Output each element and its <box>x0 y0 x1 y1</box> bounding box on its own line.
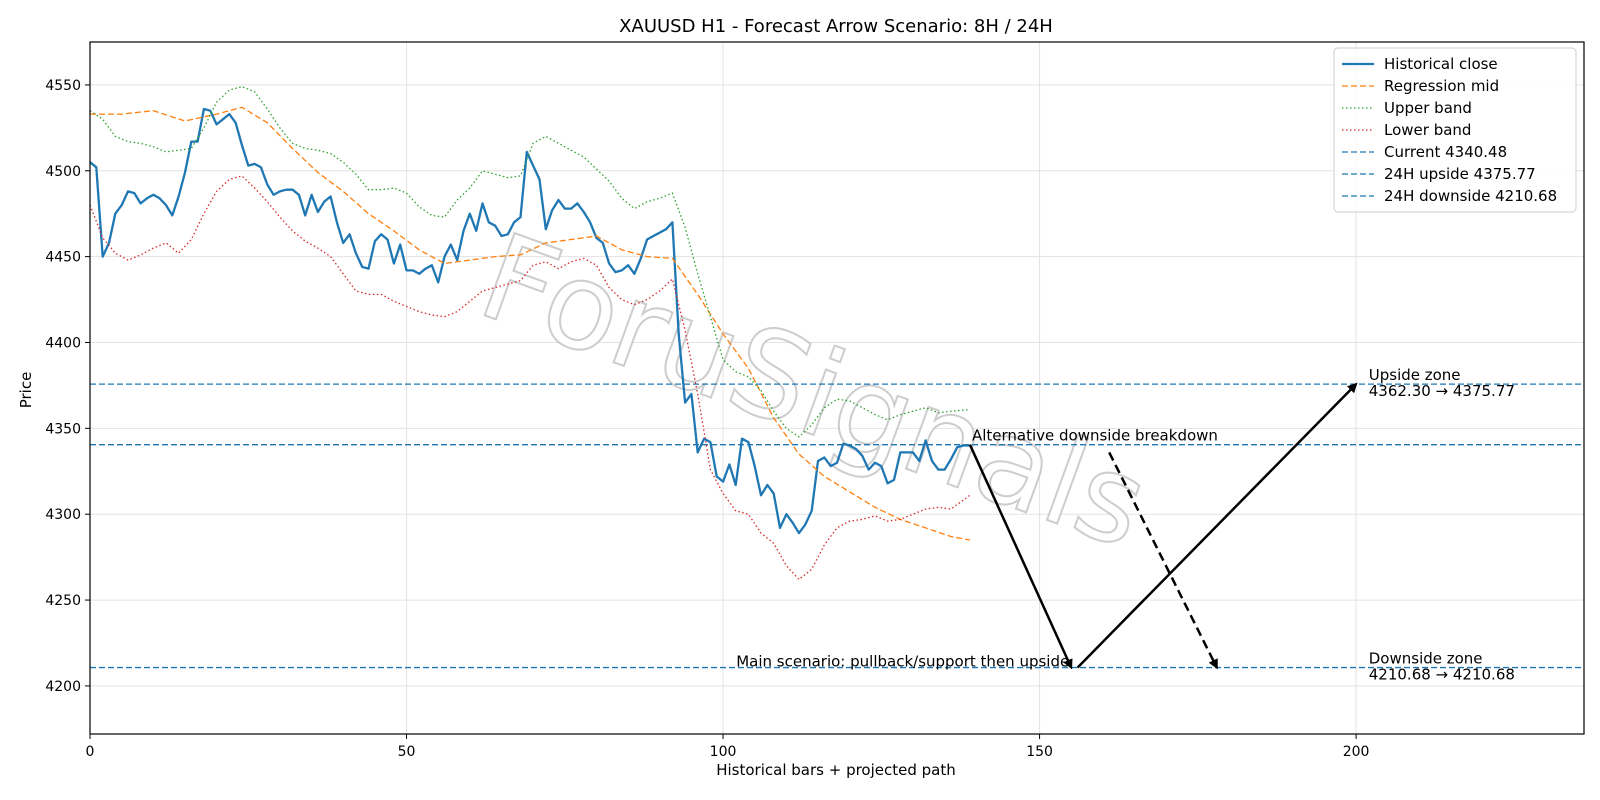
annotations: Alternative downside breakdown Main scena… <box>736 366 1515 683</box>
y-tick-label: 4300 <box>45 507 81 523</box>
legend-label: 24H downside 4210.68 <box>1384 187 1557 205</box>
annotation-main: Main scenario: pullback/support then ups… <box>736 653 1069 671</box>
series-line-0 <box>90 107 970 535</box>
reference-lines <box>90 383 1584 669</box>
annotation-upside_zone-title: Upside zone <box>1369 366 1461 384</box>
chart-title: XAUUSD H1 - Forecast Arrow Scenario: 8H … <box>619 16 1053 37</box>
x-tick-label: 0 <box>86 744 95 760</box>
x-axis-label: Historical bars + projected path <box>716 761 956 779</box>
annotation-alt: Alternative downside breakdown <box>972 427 1218 445</box>
y-tick-label: 4500 <box>45 164 81 180</box>
annotation-upside_zone-range: 4362.30 → 4375.77 <box>1369 382 1515 400</box>
series-line-3 <box>90 175 971 581</box>
y-tick-label: 4250 <box>45 593 81 609</box>
legend-box <box>1333 47 1577 213</box>
grid <box>89 42 1584 734</box>
y-tick-label: 4550 <box>45 78 81 94</box>
x-axis-ticks: 0 50 100 150 200 <box>86 734 1370 760</box>
series-line-1 <box>90 106 971 541</box>
x-tick-label: 100 <box>710 744 737 760</box>
x-tick-label: 200 <box>1343 744 1370 760</box>
y-tick-label: 4450 <box>45 250 81 266</box>
annotation-downside_zone-range: 4210.68 → 4210.68 <box>1369 666 1515 684</box>
series-line-2 <box>90 85 970 438</box>
legend-label: 24H upside 4375.77 <box>1384 165 1536 183</box>
series-lines <box>90 85 971 581</box>
legend-label: Regression mid <box>1384 77 1499 95</box>
arrow-main-down <box>968 444 1073 670</box>
arrow-alt-breakdown <box>1108 451 1218 670</box>
x-tick-label: 50 <box>398 744 416 760</box>
legend-label: Upper band <box>1384 99 1472 117</box>
legend-label: Historical close <box>1384 55 1498 73</box>
legend: Historical close Regression mid Upper band… <box>1333 47 1577 213</box>
plot-frame <box>89 41 1585 735</box>
legend-label: Current 4340.48 <box>1384 143 1507 161</box>
y-tick-label: 4200 <box>45 679 81 695</box>
annotation-downside_zone-title: Downside zone <box>1369 650 1483 668</box>
y-axis-label: Price <box>17 372 35 409</box>
y-tick-label: 4400 <box>45 335 81 351</box>
legend-label: Lower band <box>1384 121 1471 139</box>
arrow-main-up <box>1076 382 1358 669</box>
x-tick-label: 150 <box>1026 744 1053 760</box>
scenario-arrows <box>968 382 1358 670</box>
y-tick-label: 4350 <box>45 421 81 437</box>
y-axis-ticks: 4200 4250 4300 4350 4400 4450 4500 4550 <box>45 78 90 695</box>
